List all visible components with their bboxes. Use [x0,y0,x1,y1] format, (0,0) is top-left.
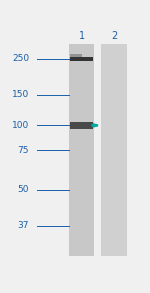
Bar [99,44,100,256]
Text: 250: 250 [12,54,29,63]
Text: 2: 2 [111,31,117,41]
Text: 37: 37 [18,221,29,230]
Text: 150: 150 [12,91,29,99]
Text: 75: 75 [18,146,29,155]
Bar [69,44,94,256]
Bar [70,54,82,57]
Text: 1: 1 [78,31,85,41]
Bar [101,44,127,256]
Text: 50: 50 [18,185,29,194]
Bar [70,57,93,61]
Text: 100: 100 [12,121,29,130]
Bar [70,122,93,129]
